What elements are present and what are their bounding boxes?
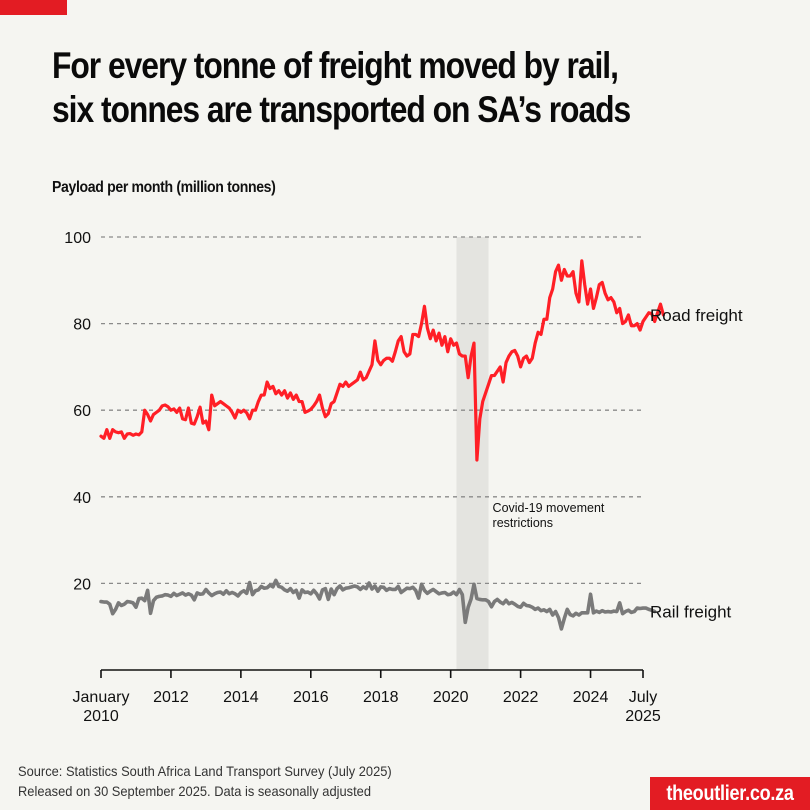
road-freight-line	[99, 259, 666, 462]
annotation-line-2: restrictions	[493, 516, 553, 530]
series-labels: Road freight Rail freight	[650, 306, 743, 622]
series-lines	[99, 259, 666, 631]
x-tick-label: 2012	[153, 689, 189, 706]
y-tick-label: 20	[73, 576, 91, 593]
x-tick-label-line-2: 2010	[83, 708, 119, 725]
x-tick-label: 2022	[503, 689, 539, 706]
gridlines	[101, 236, 643, 585]
y-tick-label: 100	[64, 230, 91, 247]
brand-link[interactable]: theoutlier.co.za	[666, 782, 794, 805]
x-tick-label: January	[73, 689, 130, 706]
y-tick-label: 80	[73, 317, 91, 334]
y-tick-label: 60	[73, 403, 91, 420]
x-tick-labels: January 2010 2012 2014 2016 2018 2020 2022 2024 J…	[73, 689, 661, 725]
covid-annotation-label: Covid-19 movement restrictions	[493, 501, 605, 530]
page-title: For every tonne of freight moved by rail…	[52, 44, 792, 132]
rail-freight-line	[99, 578, 657, 631]
shaded-periods	[456, 237, 489, 670]
source-line-1: Source: Statistics South Africa Land Tra…	[18, 763, 392, 779]
rail-freight-label: Rail freight	[650, 603, 732, 622]
title-line-2: six tonnes are transported on SA’s roads	[52, 89, 631, 130]
x-tick-label: 2020	[433, 689, 469, 706]
source-note: Source: Statistics South Africa Land Tra…	[18, 761, 392, 801]
source-line-2: Released on 30 September 2025. Data is s…	[18, 783, 372, 799]
brand-badge[interactable]: theoutlier.co.za	[650, 777, 810, 810]
y-tick-label: 40	[73, 490, 91, 507]
brand-accent-bar	[0, 0, 67, 15]
covid-shaded-band	[456, 237, 489, 670]
x-tick-label: July	[629, 689, 657, 706]
y-tick-labels: 20 40 60 80 100	[64, 230, 91, 593]
title-line-1: For every tonne of freight moved by rail…	[52, 45, 619, 86]
annotations: Covid-19 movement restrictions	[493, 501, 605, 530]
x-tick-label: 2024	[573, 689, 609, 706]
x-axis	[100, 669, 644, 678]
y-axis-title: Payload per month (million tonnes)	[52, 179, 276, 196]
x-tick-label: 2018	[363, 689, 399, 706]
x-tick-label: 2014	[223, 689, 259, 706]
x-tick-label: 2016	[293, 689, 329, 706]
road-freight-label: Road freight	[650, 306, 743, 325]
annotation-line-1: Covid-19 movement	[493, 501, 605, 515]
x-tick-label-line-2: 2025	[625, 708, 661, 725]
